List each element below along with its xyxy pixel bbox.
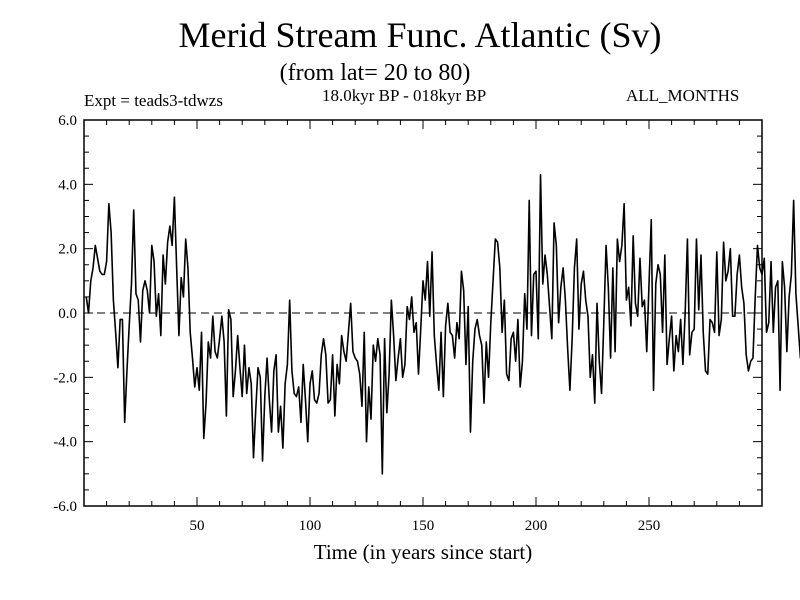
x-tick-label: 50 [190, 518, 205, 534]
y-tick-label: 6.0 [58, 113, 77, 129]
months-label: ALL_MONTHS [626, 86, 740, 105]
x-axis-label: Time (in years since start) [313, 540, 533, 564]
y-tick-label: 2.0 [58, 242, 77, 258]
x-tick-label: 250 [638, 518, 661, 534]
experiment-label: Expt = teads3-tdwzs [84, 91, 223, 110]
y-tick-label: -2.0 [53, 370, 77, 386]
y-tick-label: 4.0 [58, 177, 77, 193]
x-tick-label: 200 [525, 518, 548, 534]
y-tick-label: -4.0 [53, 435, 77, 451]
y-tick-label: -6.0 [53, 499, 77, 515]
chart-subtitle: (from lat= 20 to 80) [279, 60, 471, 86]
chart-title: Merid Stream Func. Atlantic (Sv) [178, 15, 662, 55]
y-tick-label: 0.0 [58, 306, 77, 322]
x-tick-label: 150 [412, 518, 435, 534]
plot-frame [83, 119, 763, 507]
period-label: 18.0kyr BP - 018kyr BP [322, 86, 487, 105]
x-tick-label: 100 [299, 518, 322, 534]
series-line [85, 173, 800, 475]
